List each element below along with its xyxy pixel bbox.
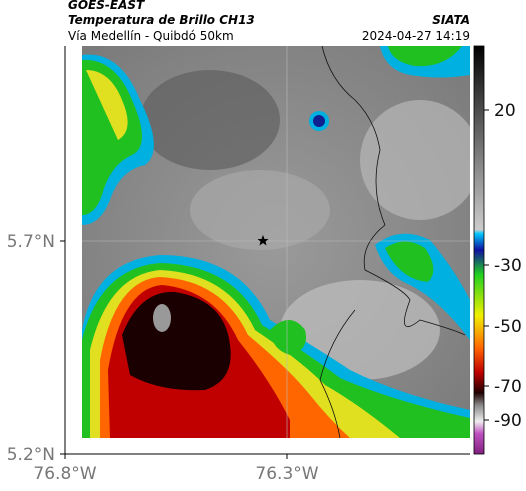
colorbar-tick-label: -50 xyxy=(494,317,522,337)
colorbar-tick-label: 20 xyxy=(494,101,516,121)
timestamp: 2024-04-27 14:19 xyxy=(362,29,470,43)
route-label: Vía Medellín - Quibdó 50km xyxy=(68,29,234,43)
x-tick-label: 76.3°W xyxy=(255,464,318,484)
colorbar-tick-label: -70 xyxy=(494,377,522,397)
satellite-image xyxy=(82,46,470,438)
axis-frame xyxy=(60,46,470,459)
colorbar xyxy=(473,45,485,455)
x-tick-label: 76.8°W xyxy=(33,464,96,484)
colorbar-tick-label: -30 xyxy=(494,256,522,276)
y-tick-label: 5.2°N xyxy=(7,445,55,465)
colorbar-tick-label: -90 xyxy=(494,411,522,431)
product-title: Temperatura de Brillo CH13 xyxy=(68,13,255,27)
source-label: SIATA xyxy=(432,13,470,27)
y-tick-label: 5.7°N xyxy=(7,232,55,252)
satellite-label: GOES-EAST xyxy=(68,0,145,12)
